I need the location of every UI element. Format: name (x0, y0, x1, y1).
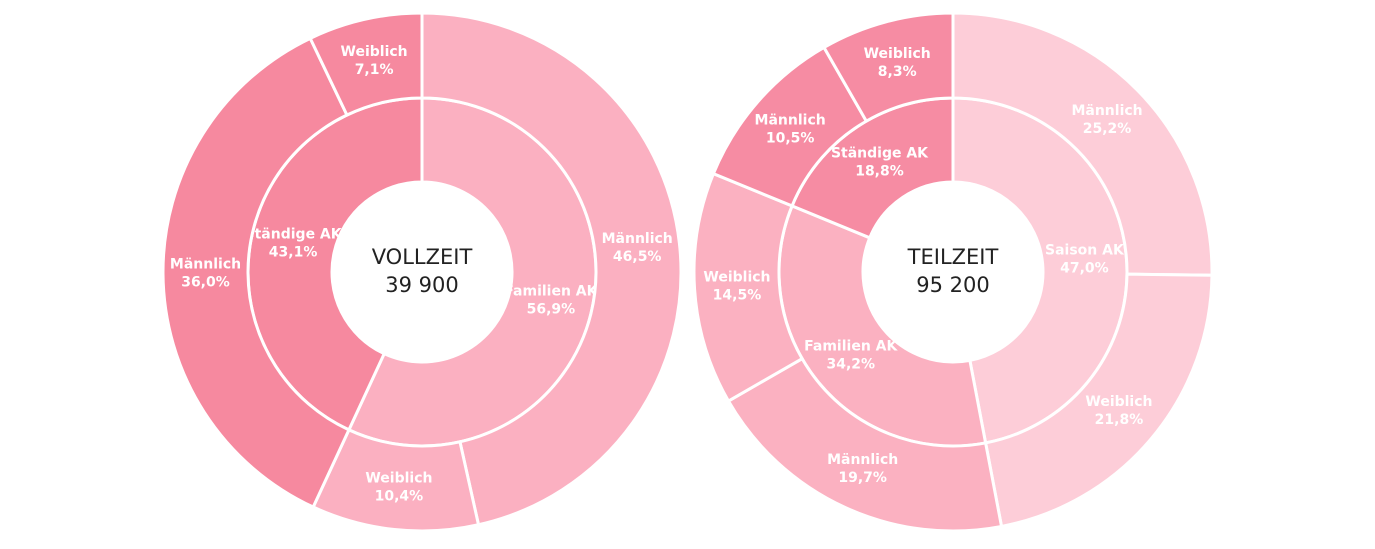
segment-value: 14,5% (713, 287, 762, 303)
center-label: 95 200 (916, 273, 989, 297)
segment-value: 21,8% (1095, 412, 1144, 428)
segment-name: Ständige AK (831, 145, 929, 161)
outer-segment (161, 36, 351, 510)
segment-value: 56,9% (527, 301, 576, 317)
segment-name: Weiblich (1085, 394, 1152, 410)
segment-value: 7,1% (355, 62, 394, 78)
segment-name: Ständige AK (245, 227, 343, 243)
outer-segment (821, 11, 955, 124)
segment-value: 25,2% (1083, 121, 1132, 137)
segment-name: Familien AK (504, 283, 598, 299)
segment-name: Männlich (1071, 103, 1142, 119)
segment-value: 34,2% (826, 356, 875, 372)
segment-name: Familien AK (804, 338, 898, 354)
segment-name: Saison AK (1045, 243, 1125, 259)
segment-value: 10,5% (766, 130, 815, 146)
center-title: VOLLZEIT (372, 245, 473, 269)
segment-name: Männlich (755, 112, 826, 128)
segment-value: 46,5% (613, 249, 662, 265)
segment-name: Männlich (827, 452, 898, 468)
segment-name: Weiblich (703, 269, 770, 285)
segment-name: Weiblich (864, 46, 931, 62)
segment-name: Weiblich (341, 44, 408, 60)
outer-segment (983, 272, 1214, 529)
segment-value: 43,1% (269, 245, 318, 261)
center-title: TEILZEIT (907, 245, 999, 269)
segment-name: Männlich (170, 256, 241, 272)
outer-segment (308, 11, 424, 118)
outer-segment (420, 11, 683, 527)
center-label: 39 900 (385, 273, 458, 297)
segment-name: Weiblich (365, 470, 432, 486)
segment-value: 47,0% (1060, 261, 1109, 277)
segment-value: 8,3% (878, 64, 917, 80)
segment-name: Männlich (602, 231, 673, 247)
segment-value: 19,7% (838, 470, 887, 486)
segment-value: 36,0% (181, 274, 230, 290)
segment-value: 10,4% (375, 488, 424, 504)
outer-segment (951, 11, 1214, 277)
segment-value: 18,8% (855, 163, 904, 179)
